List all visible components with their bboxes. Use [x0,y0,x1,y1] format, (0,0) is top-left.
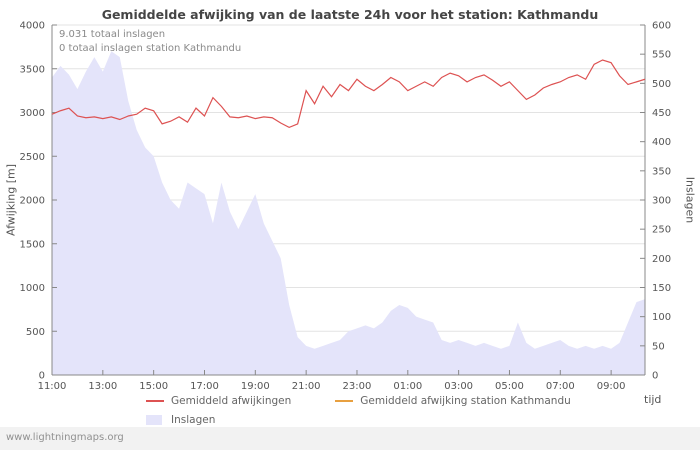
svg-text:3000: 3000 [20,108,45,119]
svg-text:23:00: 23:00 [343,381,372,392]
svg-text:400: 400 [652,137,671,148]
svg-text:03:00: 03:00 [444,381,473,392]
chart-plot-area: 0 500 1000 1500 2000 2500 3000 3500 4000 0 50 100 15… [20,21,672,393]
svg-text:450: 450 [652,108,671,119]
svg-text:500: 500 [652,79,671,90]
legend-label-gemiddeld-afwijkingen: Gemiddeld afwijkingen [171,394,292,407]
svg-text:13:00: 13:00 [88,381,117,392]
svg-text:350: 350 [652,166,671,177]
red-line-swatch-icon [146,399,164,402]
svg-text:50: 50 [652,341,665,352]
svg-text:11:00: 11:00 [38,381,67,392]
watermark-text: www.lightningmaps.org [6,432,124,443]
legend-row-area: Inslagen [146,410,615,429]
chart-legend: Gemiddeld afwijkingen Gemiddeld afwijkin… [146,391,615,429]
svg-text:0: 0 [652,371,658,382]
svg-text:200: 200 [652,254,671,265]
svg-text:07:00: 07:00 [546,381,575,392]
svg-text:01:00: 01:00 [393,381,422,392]
footer-bar [0,427,700,450]
svg-text:300: 300 [652,196,671,207]
svg-text:19:00: 19:00 [241,381,270,392]
annotation-station-strikes: 0 totaal inslagen station Kathmandu [59,43,242,54]
svg-text:100: 100 [652,312,671,323]
svg-text:17:00: 17:00 [190,381,219,392]
svg-text:1500: 1500 [20,239,45,250]
svg-text:4000: 4000 [20,21,45,32]
legend-item-inslagen: Inslagen [146,414,215,426]
svg-text:150: 150 [652,283,671,294]
legend-row-lines: Gemiddeld afwijkingen Gemiddeld afwijkin… [146,391,615,410]
x-axis-label: tijd [644,393,662,406]
svg-text:05:00: 05:00 [495,381,524,392]
legend-item-station-afwijking: Gemiddeld afwijking station Kathmandu [335,395,571,407]
svg-text:250: 250 [652,225,671,236]
svg-text:3500: 3500 [20,64,45,75]
svg-text:1000: 1000 [20,283,45,294]
svg-text:2500: 2500 [20,152,45,163]
chart-title: Gemiddelde afwijking van de laatste 24h … [101,7,599,22]
svg-text:600: 600 [652,21,671,32]
area-swatch-icon [146,414,162,425]
svg-text:500: 500 [26,327,45,338]
legend-item-gemiddeld-afwijkingen: Gemiddeld afwijkingen [146,395,291,407]
legend-label-station-afwijking: Gemiddeld afwijking station Kathmandu [360,394,571,407]
svg-text:09:00: 09:00 [597,381,626,392]
svg-text:0: 0 [39,371,45,382]
svg-text:550: 550 [652,50,671,61]
legend-label-inslagen: Inslagen [171,413,216,426]
orange-line-swatch-icon [335,399,354,402]
svg-text:15:00: 15:00 [139,381,168,392]
svg-text:21:00: 21:00 [292,381,321,392]
svg-text:2000: 2000 [20,196,45,207]
annotation-total-strikes: 9.031 totaal inslagen [59,29,166,40]
